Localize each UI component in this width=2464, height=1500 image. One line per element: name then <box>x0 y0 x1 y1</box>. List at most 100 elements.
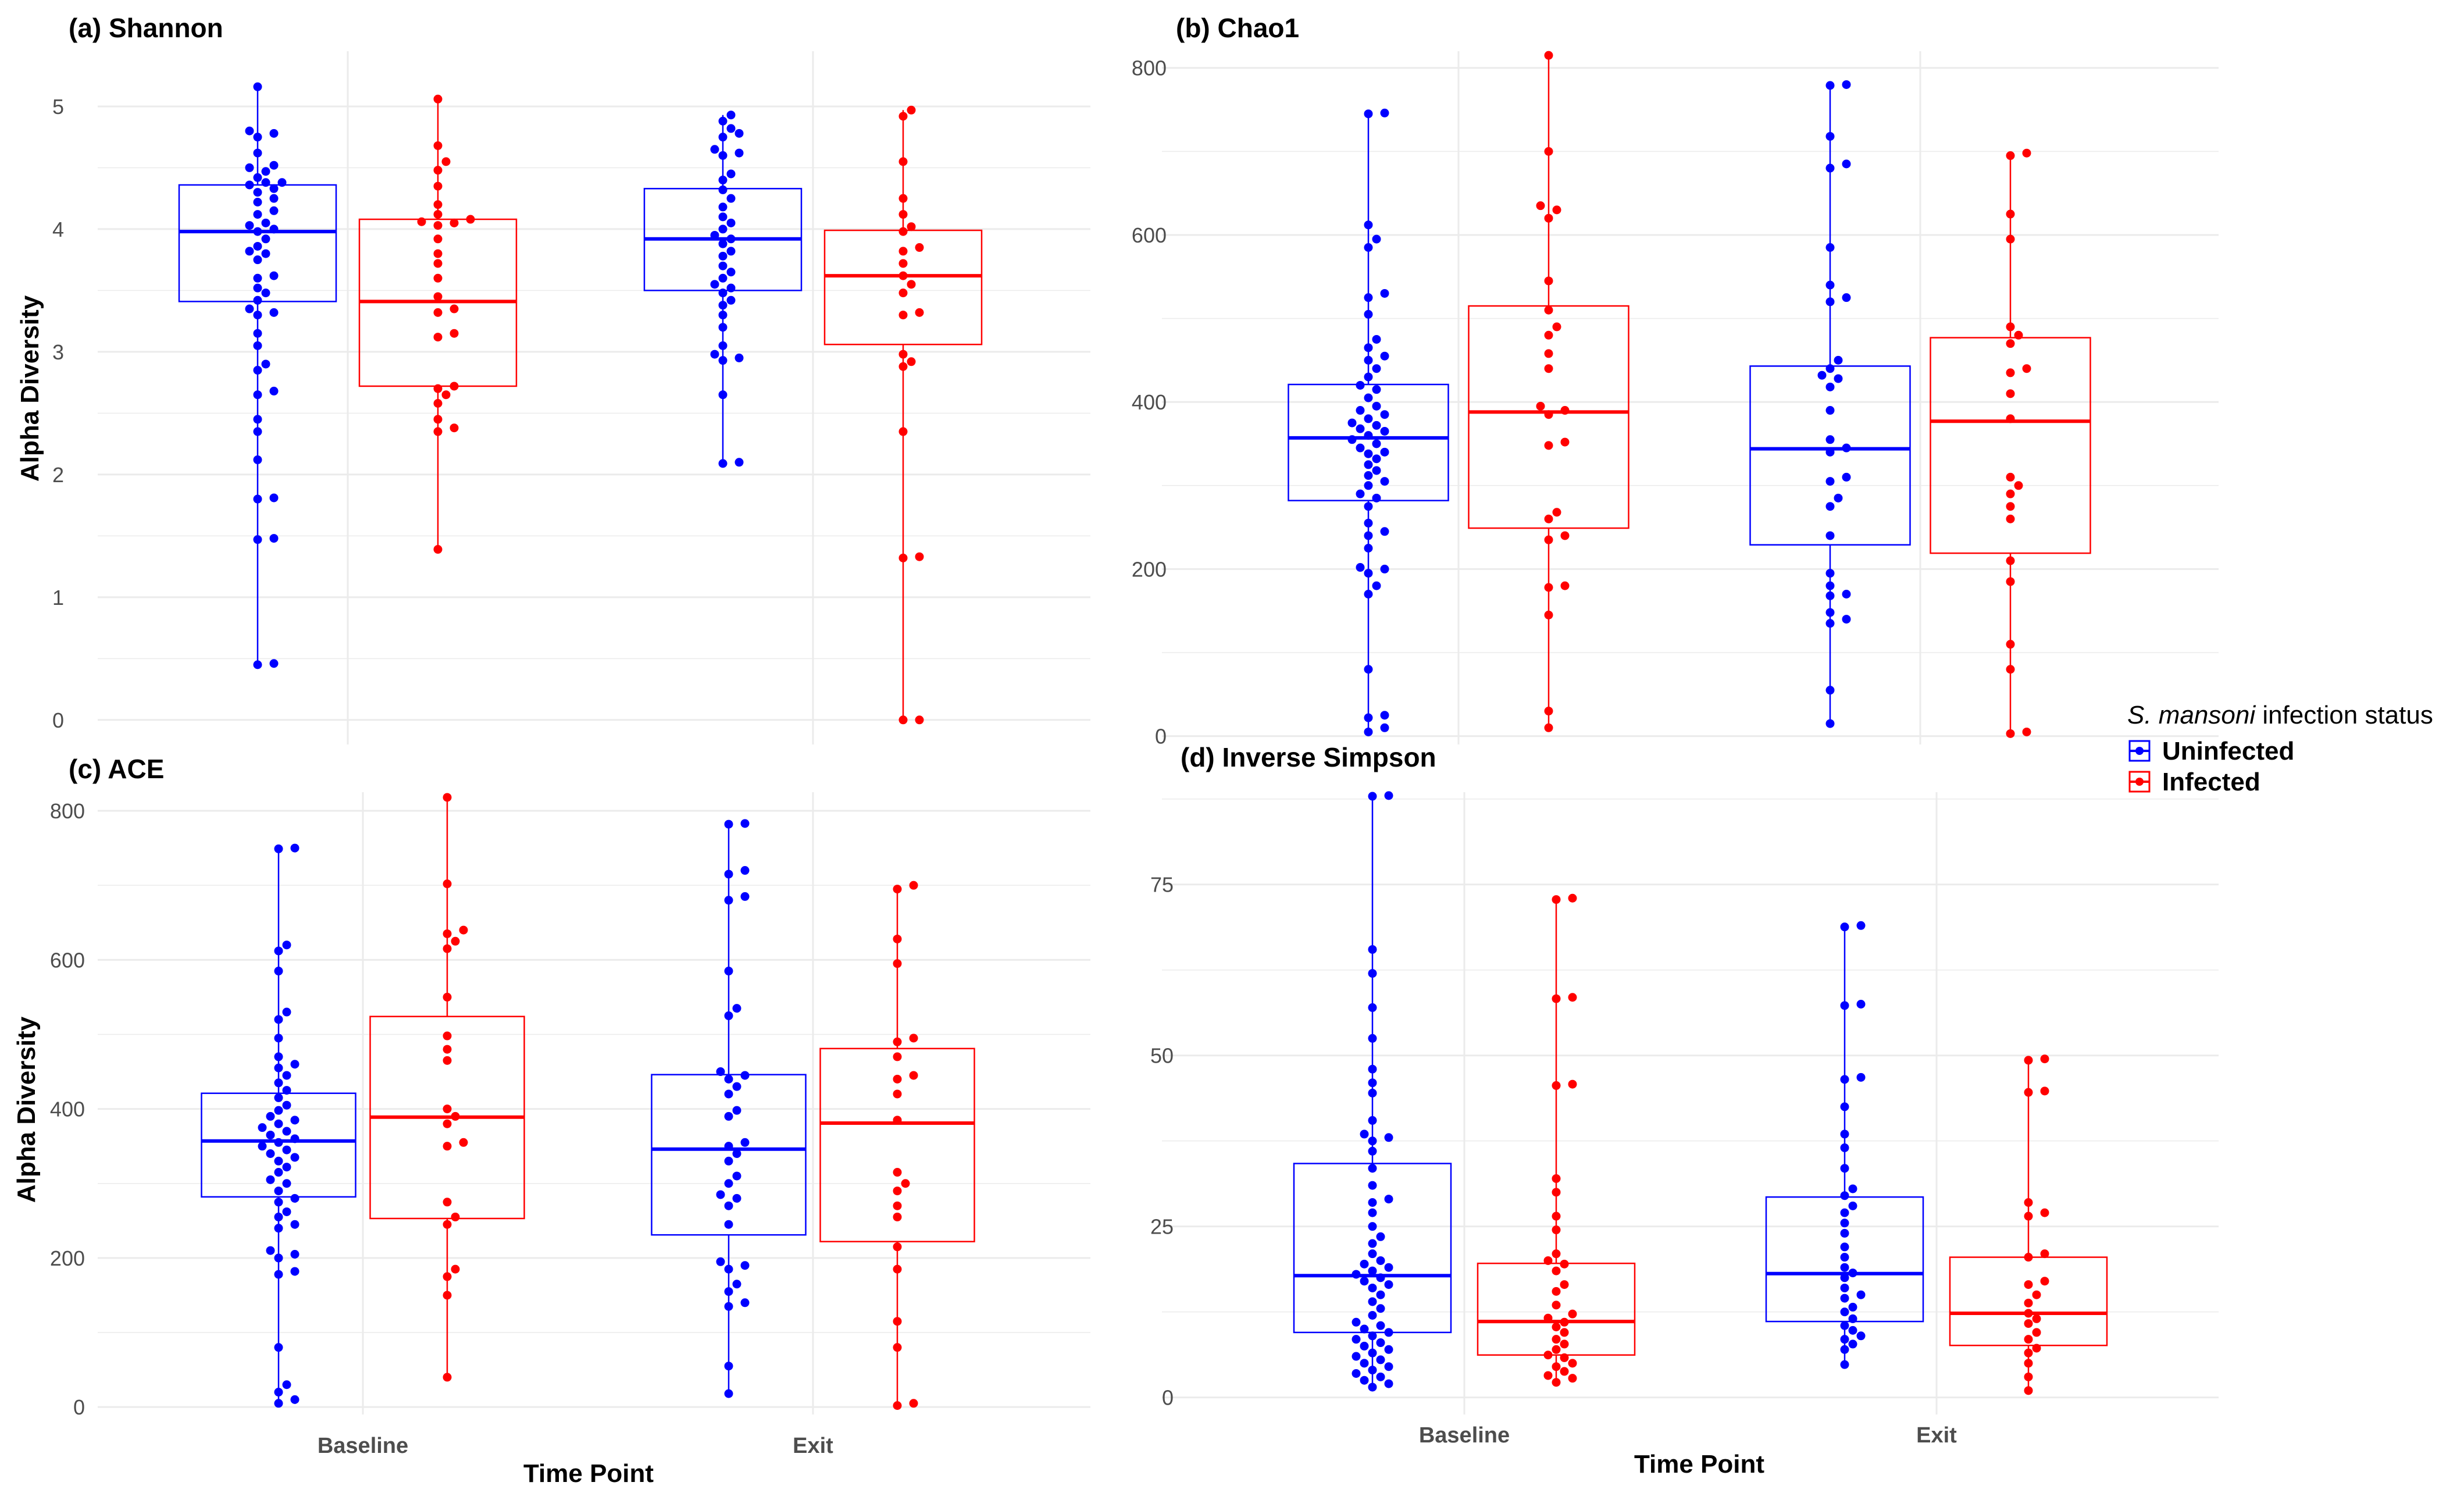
data-point <box>2006 640 2015 649</box>
data-point <box>459 1138 468 1147</box>
data-point <box>1360 1359 1369 1368</box>
data-point <box>433 273 443 283</box>
data-point <box>443 1142 452 1151</box>
data-point <box>1840 1294 1849 1303</box>
data-point <box>1848 1326 1857 1335</box>
data-point <box>1840 1273 1849 1282</box>
data-point <box>269 659 279 668</box>
data-point <box>253 415 262 424</box>
data-point <box>726 283 736 293</box>
data-point <box>1536 201 1545 211</box>
data-point <box>433 234 443 244</box>
data-point <box>443 929 452 938</box>
data-point <box>1560 1367 1569 1376</box>
data-point <box>724 1201 733 1210</box>
data-point <box>1825 382 1835 391</box>
data-point <box>274 1138 283 1147</box>
data-point <box>726 234 736 244</box>
data-point <box>443 1373 452 1382</box>
data-point <box>1825 243 1835 252</box>
data-point <box>1552 1287 1561 1296</box>
data-point <box>466 215 475 224</box>
data-point <box>1364 355 1373 365</box>
panel-a-title: (a) Shannon <box>69 13 223 43</box>
data-point <box>1368 1239 1377 1248</box>
data-point <box>2006 414 2015 423</box>
data-point <box>433 141 443 150</box>
data-point <box>1372 234 1381 244</box>
data-point <box>269 308 279 317</box>
data-point <box>443 1220 452 1229</box>
data-point <box>290 1116 299 1125</box>
data-point <box>901 1179 910 1188</box>
data-point <box>459 925 468 935</box>
data-point <box>1560 531 1570 540</box>
data-point <box>1384 1362 1393 1371</box>
data-point <box>451 936 460 946</box>
data-point <box>724 1287 733 1296</box>
box-group-baseline-uninfected <box>1288 108 1449 736</box>
data-point <box>726 295 736 305</box>
data-point <box>893 1212 902 1221</box>
iqr-box <box>1477 1262 1636 1356</box>
data-point <box>1552 508 1561 517</box>
data-point <box>253 390 262 400</box>
data-point <box>2014 481 2023 490</box>
data-point <box>2040 1086 2049 1096</box>
data-point <box>274 1106 283 1115</box>
data-point <box>1552 1188 1561 1197</box>
data-point <box>1368 1064 1377 1074</box>
data-point <box>1364 449 1373 458</box>
data-point <box>1825 163 1835 173</box>
data-point <box>1384 1263 1393 1272</box>
y-tick-label: 800 <box>50 799 85 823</box>
data-point <box>1840 1360 1849 1369</box>
data-point <box>893 1074 902 1084</box>
data-point <box>1364 243 1373 252</box>
data-point <box>1856 1290 1866 1299</box>
data-point <box>1544 723 1553 732</box>
data-point <box>724 1264 733 1274</box>
data-point <box>1825 81 1835 90</box>
data-point <box>1368 1116 1377 1125</box>
data-point <box>724 967 733 976</box>
data-point <box>269 386 279 396</box>
data-point <box>1368 1078 1377 1088</box>
data-point <box>898 112 908 121</box>
legend-label-infected: Infected <box>2162 768 2260 796</box>
data-point <box>724 820 733 829</box>
data-point <box>898 259 908 268</box>
data-point <box>2032 1314 2041 1323</box>
data-point <box>261 167 270 176</box>
data-point <box>724 1362 733 1371</box>
data-point <box>1544 147 1553 156</box>
data-point <box>1544 305 1553 315</box>
data-point <box>718 116 728 126</box>
data-point <box>443 944 452 953</box>
data-point <box>2006 514 2015 523</box>
data-point <box>433 249 443 258</box>
data-point <box>1544 213 1553 223</box>
data-point <box>2024 1335 2033 1344</box>
data-point <box>1356 380 1365 390</box>
data-point <box>1840 1208 1849 1217</box>
data-point <box>1372 581 1381 590</box>
data-point <box>1825 591 1835 600</box>
data-point <box>2024 1280 2033 1289</box>
iqr-box <box>201 1092 356 1198</box>
data-point <box>1560 1328 1569 1337</box>
data-point <box>718 185 728 194</box>
data-point <box>2040 1277 2049 1286</box>
data-point <box>1368 945 1377 954</box>
data-point <box>1384 1328 1393 1337</box>
data-point <box>2024 1253 2033 1262</box>
data-point <box>1552 1335 1561 1344</box>
data-point <box>1356 406 1365 415</box>
data-point <box>253 227 262 236</box>
data-point <box>253 188 262 197</box>
data-point <box>1825 531 1835 540</box>
data-point <box>253 197 262 206</box>
data-point <box>274 844 283 853</box>
data-point <box>734 458 744 467</box>
data-point <box>1825 477 1835 486</box>
